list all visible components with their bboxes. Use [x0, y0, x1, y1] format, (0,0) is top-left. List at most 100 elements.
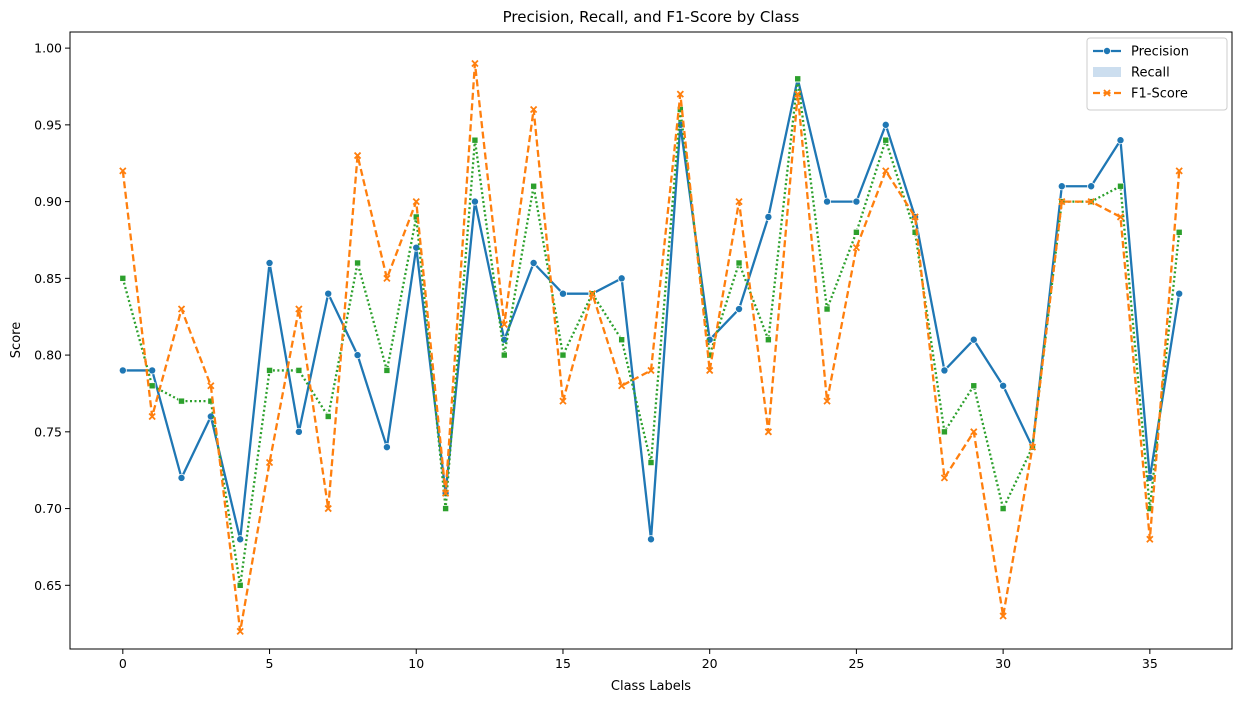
data-point — [118, 366, 127, 375]
data-point — [941, 428, 948, 436]
data-point — [177, 473, 186, 482]
x-tick-label: 15 — [555, 656, 571, 671]
data-point — [1116, 213, 1125, 221]
data-point — [618, 336, 625, 344]
x-tick-label: 20 — [702, 656, 718, 671]
data-point-stroke — [148, 412, 156, 421]
data-point — [940, 474, 949, 482]
x-tick-label: 30 — [995, 656, 1011, 671]
data-point — [881, 120, 890, 129]
chart-title: Precision, Recall, and F1-Score by Class — [503, 8, 800, 26]
data-point-stroke — [882, 167, 890, 175]
data-point — [1175, 167, 1183, 175]
data-point-stroke — [177, 305, 186, 313]
data-point — [1057, 182, 1066, 191]
data-point — [470, 197, 479, 206]
data-point — [1146, 535, 1154, 543]
data-point — [647, 459, 655, 466]
x-axis-label: Class Labels — [611, 679, 691, 694]
x-tick-label: 5 — [266, 656, 274, 671]
data-point — [324, 413, 332, 420]
x-tick-label: 10 — [408, 656, 424, 671]
data-point-stroke — [1116, 213, 1125, 221]
data-point-stroke — [970, 428, 978, 436]
data-point — [295, 305, 303, 313]
data-point — [236, 627, 244, 635]
data-point — [471, 59, 479, 68]
data-point-stroke — [1146, 535, 1154, 543]
data-point — [765, 336, 772, 344]
data-point-stroke — [706, 366, 714, 375]
y-tick-label: 0.70 — [34, 501, 62, 516]
data-point — [441, 489, 450, 497]
legend-label: Recall — [1131, 66, 1170, 81]
legend: Precision Recall F1-Score — [1086, 37, 1228, 111]
data-point-stroke — [119, 167, 127, 175]
data-point-stroke — [265, 458, 274, 467]
data-point — [412, 197, 420, 206]
data-point — [764, 428, 773, 436]
data-point — [588, 290, 596, 298]
data-point — [852, 244, 861, 252]
data-point — [764, 212, 773, 221]
data-point — [353, 351, 362, 360]
series-line — [122, 77, 1181, 541]
data-point — [618, 382, 626, 390]
data-point — [911, 228, 919, 236]
data-point — [383, 367, 391, 374]
data-point-stroke — [647, 366, 655, 375]
data-point — [911, 213, 919, 221]
data-point — [1028, 443, 1037, 451]
data-point — [970, 382, 978, 390]
data-point-stroke — [1028, 443, 1037, 451]
y-tick-label: 1.00 — [34, 41, 62, 56]
data-point-stroke — [441, 489, 450, 497]
data-point — [970, 428, 978, 436]
x-axis: 0 5 10 15 20 25 30 35 — [119, 649, 1158, 671]
series-precision — [118, 74, 1184, 544]
data-point-stroke — [529, 105, 538, 114]
data-point-stroke — [794, 90, 802, 98]
data-point — [617, 274, 626, 283]
data-point — [676, 90, 684, 98]
data-point — [266, 367, 273, 374]
data-point — [999, 612, 1007, 620]
data-point — [882, 136, 890, 144]
data-point — [324, 504, 332, 513]
data-point — [794, 75, 802, 83]
data-point-stroke — [559, 397, 567, 405]
x-tick-label: 35 — [1142, 656, 1158, 671]
data-point — [148, 366, 157, 375]
data-point-stroke — [852, 244, 861, 252]
data-point — [236, 582, 244, 589]
data-point — [471, 136, 479, 144]
legend-label: F1-Score — [1131, 87, 1188, 102]
data-point — [677, 106, 684, 113]
series-recall — [119, 75, 1183, 589]
y-tick-label: 0.75 — [34, 424, 62, 439]
data-point-stroke — [353, 151, 362, 160]
data-point — [530, 182, 537, 190]
data-point — [412, 243, 421, 252]
data-point-stroke — [207, 382, 215, 390]
plot-area — [118, 59, 1184, 635]
data-point — [852, 197, 861, 206]
x-tick-label: 25 — [848, 656, 864, 671]
data-point-stroke — [471, 59, 479, 68]
data-point — [207, 382, 215, 390]
data-point — [207, 397, 215, 405]
data-point — [940, 366, 949, 375]
data-point-stroke — [1058, 197, 1066, 206]
data-point — [353, 151, 362, 160]
data-point — [119, 275, 127, 282]
data-point — [177, 305, 186, 313]
data-point — [1087, 197, 1095, 206]
data-point-stroke — [764, 428, 773, 436]
data-point — [735, 305, 744, 314]
data-point — [529, 105, 538, 114]
data-point — [294, 427, 303, 436]
legend-swatch-marker — [1103, 47, 1112, 56]
data-point — [705, 335, 714, 344]
data-point — [735, 259, 743, 267]
data-point — [1087, 182, 1096, 191]
